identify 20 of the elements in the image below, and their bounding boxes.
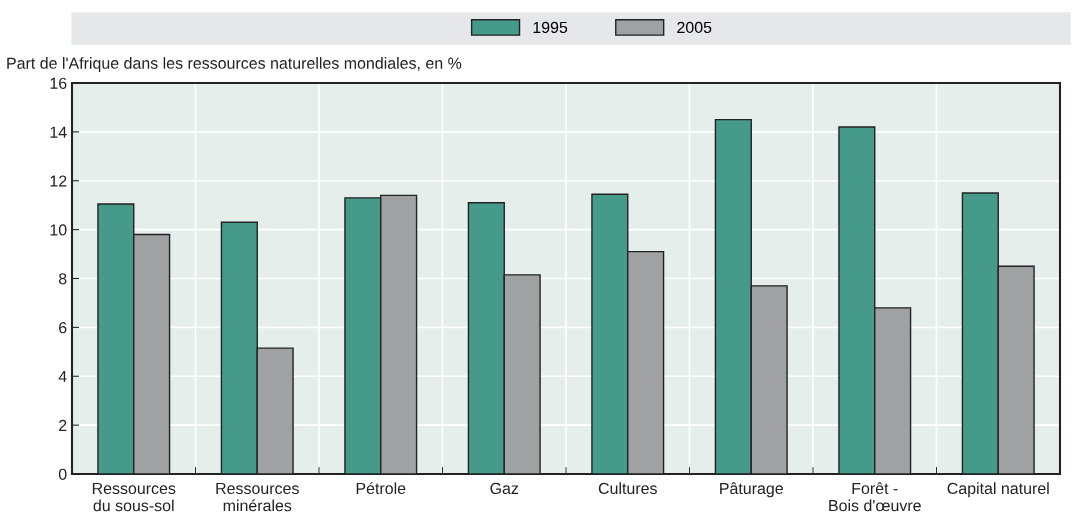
x-tick-label: Cultures bbox=[598, 482, 657, 495]
x-tick-label: Capital naturel bbox=[947, 482, 1049, 498]
y-tick-label: 8 bbox=[58, 273, 67, 285]
x-tick-label: Pétrole bbox=[356, 482, 406, 495]
y-tick-label: 2 bbox=[59, 419, 67, 431]
y-tick-label: 6 bbox=[59, 322, 67, 334]
y-tick-label: 0 bbox=[58, 468, 67, 480]
x-tick-label: Ressources minérales bbox=[216, 482, 299, 512]
y-axis-title: Part de l'Afrique dans les ressources naturelles mondiales, en % bbox=[7, 57, 462, 72]
y-tick-label: 4 bbox=[58, 371, 67, 383]
y-tick-label: 10 bbox=[50, 224, 67, 236]
y-tick-label: 12 bbox=[50, 175, 67, 187]
legend-label: 2005 bbox=[677, 21, 712, 34]
x-tick-label: Forêt - Bois d'œuvre bbox=[829, 482, 921, 512]
y-tick-label: 14 bbox=[50, 126, 67, 138]
x-tick-label: Pâturage bbox=[720, 482, 783, 498]
legend-label: 1995 bbox=[533, 21, 568, 34]
x-tick-label: Ressources du sous-sol bbox=[92, 482, 176, 512]
x-tick-label: Gaz bbox=[490, 482, 519, 495]
y-tick-label: 16 bbox=[50, 77, 67, 89]
